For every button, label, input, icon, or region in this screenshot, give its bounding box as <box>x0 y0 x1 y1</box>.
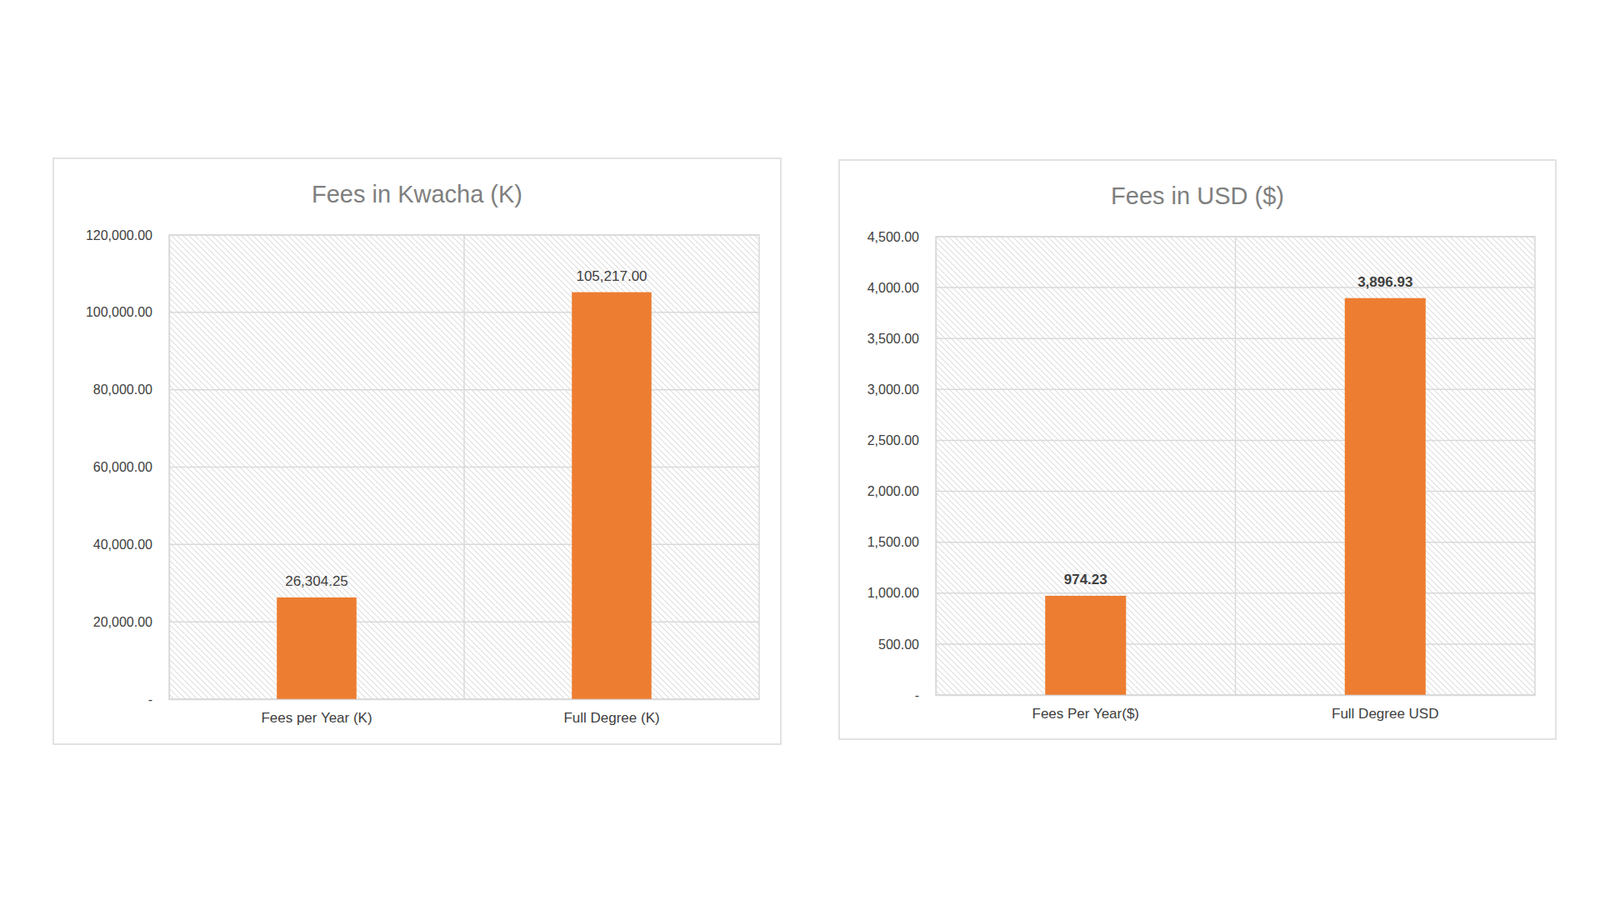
y-tick-label: 2,500.00 <box>867 433 920 448</box>
bar <box>571 292 652 700</box>
bar <box>1345 298 1426 695</box>
y-tick: 4,000.00 <box>867 280 936 295</box>
y-tick: 2,000.00 <box>867 484 936 499</box>
y-tick: 80,000.00 <box>93 382 170 397</box>
x-tick-label: Fees per Year (K) <box>260 710 372 726</box>
y-tick: 4,500.00 <box>867 230 936 245</box>
data-label: 26,304.25 <box>285 573 349 590</box>
x-tick-label: Full Degree USD <box>1331 705 1440 722</box>
chart-title: Fees in USD ($) <box>1110 182 1285 210</box>
data-label: 3,896.93 <box>1357 274 1413 290</box>
y-tick-label: 3,500.00 <box>867 331 920 346</box>
chart-title: Fees in Kwacha (K) <box>311 180 523 208</box>
bar <box>1045 595 1126 695</box>
y-tick: 40,000.00 <box>93 537 170 552</box>
x-axis: Fees Per Year($) Full Degree USD <box>936 695 1536 722</box>
data-labels: 974.23 3,896.93 <box>1064 274 1414 588</box>
y-tick-label: 4,000.00 <box>867 280 920 295</box>
y-tick-label: - <box>148 692 153 707</box>
grid-line-vertical <box>1235 236 1237 695</box>
chart: Fees in USD ($) - 500.00 1,000.00 1,500.00 2,… <box>839 160 1556 740</box>
bars <box>276 292 652 700</box>
y-tick-label: - <box>915 688 920 703</box>
y-tick-label: 2,000.00 <box>867 484 920 499</box>
chart-frame <box>53 158 781 745</box>
y-tick-label: 20,000.00 <box>93 615 153 630</box>
y-tick: 2,500.00 <box>867 433 936 448</box>
y-tick: - <box>148 692 170 707</box>
y-tick: 20,000.00 <box>93 615 170 630</box>
y-tick-label: 120,000.00 <box>85 228 153 243</box>
x-axis: Fees per Year (K) Full Degree (K) <box>170 699 760 726</box>
grid <box>169 235 760 700</box>
y-axis-line <box>169 235 171 700</box>
x-tick-label: Full Degree (K) <box>563 710 660 726</box>
y-tick-label: 80,000.00 <box>93 382 153 397</box>
y-axis-line <box>935 237 938 696</box>
data-labels: 26,304.25 105,217.00 <box>285 268 647 590</box>
x-tick: Full Degree USD <box>1331 695 1440 722</box>
grid <box>935 236 1535 695</box>
chart-frame <box>839 160 1556 740</box>
bar <box>276 597 357 700</box>
bars <box>1045 298 1426 695</box>
y-tick-label: 100,000.00 <box>85 305 153 320</box>
x-tick: Fees Per Year($) <box>1031 695 1140 722</box>
x-axis-line <box>170 699 760 701</box>
x-tick: Full Degree (K) <box>563 699 660 726</box>
canvas: Fees in Kwacha (K) - 20,000.00 40,000.00 60,… <box>0 0 1600 900</box>
plot-frame <box>169 235 760 700</box>
grid-vertical <box>1235 236 1236 695</box>
plot-background <box>935 236 1535 695</box>
y-tick: 120,000.00 <box>85 228 170 243</box>
y-tick-label: 40,000.00 <box>93 537 153 552</box>
y-tick: 500.00 <box>878 637 936 652</box>
y-tick: 1,500.00 <box>867 535 936 550</box>
y-tick-label: 3,000.00 <box>867 382 920 397</box>
y-axis: - 20,000.00 40,000.00 60,000.00 80,000.00 100… <box>85 228 170 707</box>
y-tick: 60,000.00 <box>93 460 170 475</box>
plot-background <box>169 235 760 700</box>
y-axis: - 500.00 1,000.00 1,500.00 2,000.00 2,500.00 3… <box>867 230 937 703</box>
data-label: 974.23 <box>1064 571 1108 588</box>
grid-vertical <box>464 235 465 700</box>
y-tick: 1,000.00 <box>867 585 936 600</box>
chart: Fees in Kwacha (K) - 20,000.00 40,000.00 60,… <box>53 158 781 745</box>
grid-line-vertical <box>463 235 465 700</box>
y-tick-label: 1,000.00 <box>867 585 920 600</box>
y-tick-label: 60,000.00 <box>93 460 153 475</box>
y-tick: - <box>915 688 936 703</box>
y-tick: 100,000.00 <box>85 305 170 320</box>
data-label: 105,217.00 <box>575 268 647 285</box>
x-tick-label: Fees Per Year($) <box>1031 705 1140 722</box>
y-tick: 3,500.00 <box>867 331 936 346</box>
plot-frame <box>935 236 1535 695</box>
x-tick: Fees per Year (K) <box>260 699 372 726</box>
x-axis-line <box>936 695 1536 697</box>
y-tick-label: 500.00 <box>878 637 920 652</box>
y-tick: 3,000.00 <box>867 382 936 397</box>
y-tick-label: 1,500.00 <box>867 535 920 550</box>
y-tick-label: 4,500.00 <box>867 230 920 245</box>
